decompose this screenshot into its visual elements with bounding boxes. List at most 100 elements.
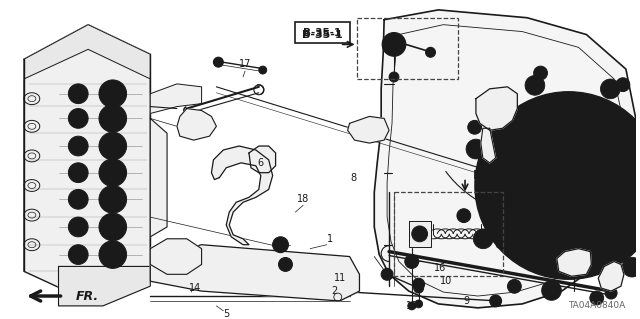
Text: 11: 11 bbox=[333, 273, 346, 283]
Circle shape bbox=[99, 132, 127, 160]
Circle shape bbox=[515, 131, 623, 240]
Circle shape bbox=[68, 217, 88, 237]
Text: 19: 19 bbox=[406, 301, 418, 311]
Polygon shape bbox=[374, 10, 636, 308]
Polygon shape bbox=[58, 266, 150, 306]
Polygon shape bbox=[557, 249, 591, 276]
Text: 18: 18 bbox=[297, 194, 309, 204]
Circle shape bbox=[99, 186, 127, 213]
Circle shape bbox=[413, 283, 424, 293]
Text: 15: 15 bbox=[593, 247, 605, 256]
Circle shape bbox=[382, 33, 406, 56]
Circle shape bbox=[600, 79, 620, 99]
Circle shape bbox=[259, 66, 267, 74]
Polygon shape bbox=[24, 25, 150, 79]
Text: 7: 7 bbox=[524, 133, 531, 143]
Circle shape bbox=[490, 107, 640, 264]
Circle shape bbox=[213, 57, 223, 67]
Circle shape bbox=[165, 245, 189, 268]
Circle shape bbox=[590, 291, 604, 305]
Polygon shape bbox=[249, 146, 276, 173]
Text: B-35: B-35 bbox=[472, 169, 503, 182]
Circle shape bbox=[99, 241, 127, 268]
Circle shape bbox=[622, 257, 640, 277]
Circle shape bbox=[105, 165, 121, 181]
Text: 4: 4 bbox=[577, 190, 584, 200]
Circle shape bbox=[68, 108, 88, 128]
Bar bbox=[295, 22, 349, 43]
Polygon shape bbox=[348, 116, 389, 143]
Circle shape bbox=[273, 237, 289, 253]
Polygon shape bbox=[409, 221, 431, 247]
Circle shape bbox=[415, 300, 422, 308]
Circle shape bbox=[105, 219, 121, 235]
Bar bbox=[358, 18, 458, 79]
Text: 2: 2 bbox=[332, 286, 338, 296]
Circle shape bbox=[68, 136, 88, 156]
Circle shape bbox=[495, 225, 519, 249]
Circle shape bbox=[389, 72, 399, 82]
Text: 13: 13 bbox=[534, 244, 546, 254]
Polygon shape bbox=[150, 245, 360, 301]
Text: 6: 6 bbox=[258, 158, 264, 168]
Polygon shape bbox=[177, 108, 216, 140]
Circle shape bbox=[99, 80, 127, 108]
Circle shape bbox=[525, 76, 545, 95]
Circle shape bbox=[474, 229, 493, 249]
Circle shape bbox=[412, 226, 428, 242]
Text: B-35-1: B-35-1 bbox=[303, 27, 341, 38]
Circle shape bbox=[616, 78, 630, 92]
Polygon shape bbox=[481, 128, 495, 163]
Circle shape bbox=[541, 281, 561, 300]
Circle shape bbox=[466, 139, 486, 159]
Circle shape bbox=[105, 247, 121, 263]
Polygon shape bbox=[150, 239, 202, 274]
Text: 1: 1 bbox=[327, 234, 333, 244]
Circle shape bbox=[276, 241, 284, 249]
Circle shape bbox=[475, 92, 640, 279]
Circle shape bbox=[105, 138, 121, 154]
Text: B-35-1: B-35-1 bbox=[301, 30, 342, 40]
Circle shape bbox=[68, 163, 88, 182]
Circle shape bbox=[426, 47, 435, 57]
Circle shape bbox=[547, 164, 590, 207]
Text: 3: 3 bbox=[621, 240, 627, 250]
Circle shape bbox=[105, 110, 121, 126]
Circle shape bbox=[99, 105, 127, 132]
Circle shape bbox=[490, 295, 502, 307]
Polygon shape bbox=[24, 25, 150, 301]
Circle shape bbox=[413, 278, 424, 290]
Polygon shape bbox=[150, 84, 202, 114]
Polygon shape bbox=[476, 87, 517, 130]
Circle shape bbox=[484, 99, 504, 118]
Circle shape bbox=[531, 148, 606, 223]
Text: TA04A0840A: TA04A0840A bbox=[568, 301, 625, 310]
Circle shape bbox=[557, 174, 580, 197]
Circle shape bbox=[468, 120, 481, 134]
Circle shape bbox=[99, 159, 127, 187]
Circle shape bbox=[105, 86, 121, 102]
Text: 10: 10 bbox=[440, 276, 452, 286]
Circle shape bbox=[278, 257, 292, 271]
Text: 9: 9 bbox=[463, 296, 469, 306]
Circle shape bbox=[68, 245, 88, 264]
Text: 17: 17 bbox=[239, 59, 251, 69]
Circle shape bbox=[500, 230, 515, 244]
Circle shape bbox=[99, 213, 127, 241]
Polygon shape bbox=[150, 118, 167, 237]
Text: 5: 5 bbox=[223, 309, 229, 319]
Text: 16: 16 bbox=[435, 263, 447, 273]
Circle shape bbox=[457, 209, 471, 223]
Bar bbox=[394, 192, 502, 276]
Circle shape bbox=[405, 255, 419, 268]
Text: 14: 14 bbox=[189, 283, 201, 293]
Polygon shape bbox=[598, 262, 624, 291]
Circle shape bbox=[508, 279, 522, 293]
Circle shape bbox=[68, 189, 88, 209]
Text: FR.: FR. bbox=[76, 290, 99, 302]
Polygon shape bbox=[211, 146, 273, 245]
Circle shape bbox=[534, 66, 547, 80]
Text: 8: 8 bbox=[351, 173, 356, 182]
Circle shape bbox=[68, 84, 88, 104]
Text: 12: 12 bbox=[535, 171, 547, 181]
